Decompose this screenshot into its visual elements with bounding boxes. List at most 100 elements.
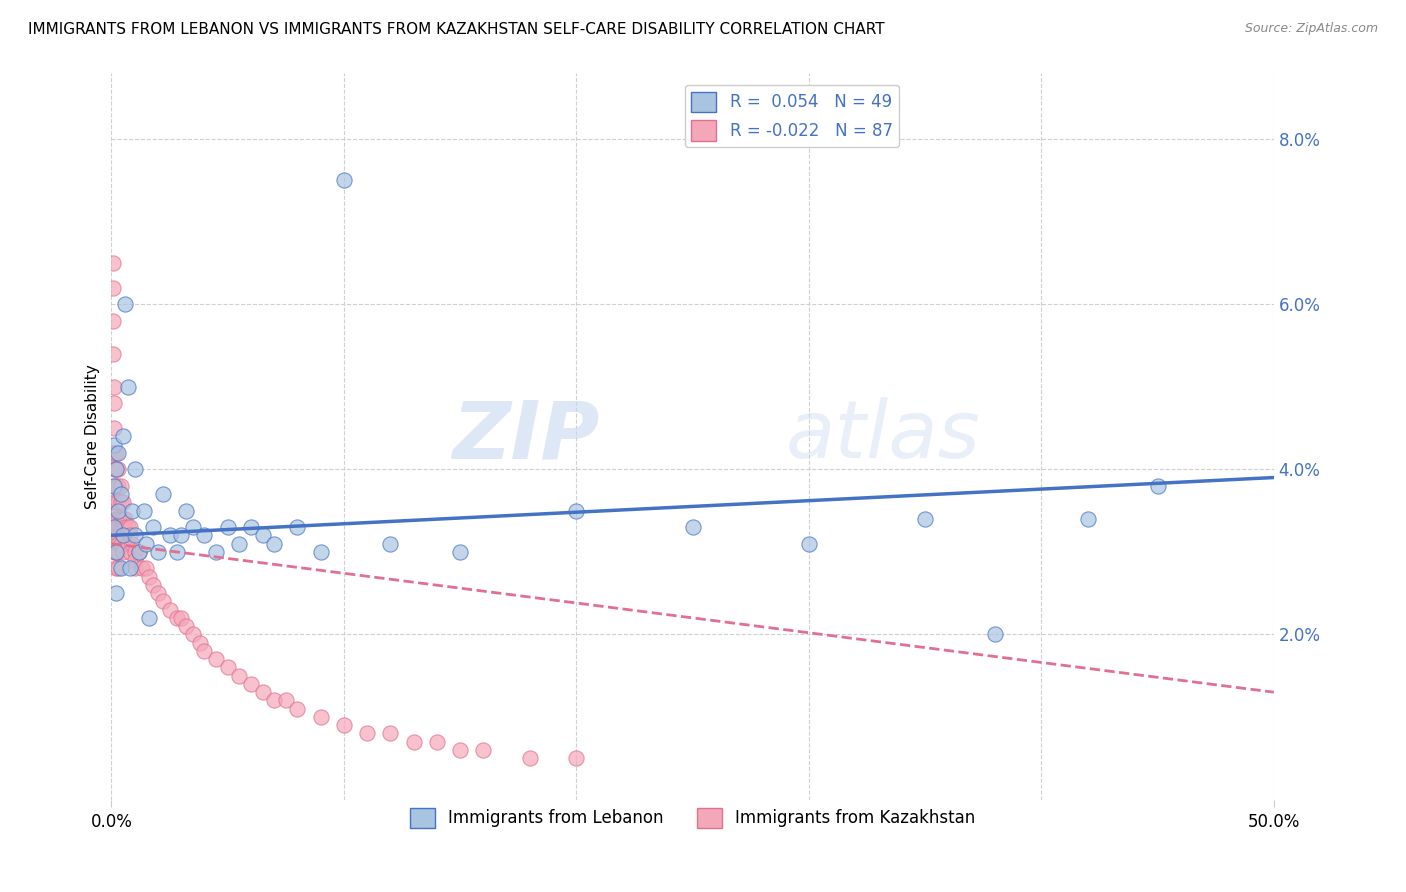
Point — [112, 512, 135, 526]
Point — [103, 396, 125, 410]
Point — [103, 495, 125, 509]
Point — [152, 594, 174, 608]
Point — [217, 520, 239, 534]
Point — [110, 512, 132, 526]
Point — [121, 536, 143, 550]
Point — [166, 611, 188, 625]
Point — [205, 545, 228, 559]
Point — [159, 528, 181, 542]
Point — [228, 668, 250, 682]
Point — [117, 380, 139, 394]
Point — [228, 536, 250, 550]
Point — [101, 347, 124, 361]
Point — [174, 503, 197, 517]
Point — [107, 561, 129, 575]
Point — [112, 495, 135, 509]
Point — [114, 512, 136, 526]
Point — [402, 735, 425, 749]
Point — [103, 479, 125, 493]
Point — [118, 528, 141, 542]
Point — [449, 743, 471, 757]
Point — [309, 710, 332, 724]
Point — [239, 677, 262, 691]
Point — [118, 545, 141, 559]
Point — [117, 520, 139, 534]
Point — [107, 528, 129, 542]
Point — [103, 421, 125, 435]
Point — [105, 545, 128, 559]
Point — [193, 528, 215, 542]
Point — [146, 545, 169, 559]
Point — [107, 462, 129, 476]
Point — [124, 545, 146, 559]
Point — [103, 520, 125, 534]
Point — [105, 446, 128, 460]
Point — [131, 561, 153, 575]
Point — [128, 545, 150, 559]
Point — [217, 660, 239, 674]
Point — [138, 611, 160, 625]
Point — [449, 545, 471, 559]
Point — [105, 462, 128, 476]
Point — [252, 528, 274, 542]
Point — [107, 503, 129, 517]
Point — [181, 520, 204, 534]
Point — [118, 520, 141, 534]
Point — [682, 520, 704, 534]
Point — [105, 520, 128, 534]
Point — [110, 520, 132, 534]
Point — [107, 545, 129, 559]
Point — [239, 520, 262, 534]
Point — [107, 536, 129, 550]
Point — [112, 429, 135, 443]
Point — [132, 503, 155, 517]
Text: IMMIGRANTS FROM LEBANON VS IMMIGRANTS FROM KAZAKHSTAN SELF-CARE DISABILITY CORRE: IMMIGRANTS FROM LEBANON VS IMMIGRANTS FR… — [28, 22, 884, 37]
Point — [142, 578, 165, 592]
Point — [103, 520, 125, 534]
Point — [114, 297, 136, 311]
Point — [287, 520, 309, 534]
Point — [117, 536, 139, 550]
Point — [110, 487, 132, 501]
Legend: Immigrants from Lebanon, Immigrants from Kazakhstan: Immigrants from Lebanon, Immigrants from… — [404, 801, 983, 835]
Point — [105, 545, 128, 559]
Point — [565, 751, 588, 765]
Point — [103, 462, 125, 476]
Point — [128, 545, 150, 559]
Point — [103, 446, 125, 460]
Point — [110, 479, 132, 493]
Point — [138, 569, 160, 583]
Point — [112, 528, 135, 542]
Point — [124, 553, 146, 567]
Point — [124, 462, 146, 476]
Point — [274, 693, 297, 707]
Point — [103, 380, 125, 394]
Point — [105, 512, 128, 526]
Point — [356, 726, 378, 740]
Point — [380, 726, 402, 740]
Point — [105, 495, 128, 509]
Point — [263, 693, 285, 707]
Point — [112, 528, 135, 542]
Point — [101, 256, 124, 270]
Point — [118, 561, 141, 575]
Point — [112, 520, 135, 534]
Point — [107, 520, 129, 534]
Point — [472, 743, 495, 757]
Point — [166, 545, 188, 559]
Y-axis label: Self-Care Disability: Self-Care Disability — [86, 364, 100, 508]
Point — [105, 479, 128, 493]
Point — [152, 487, 174, 501]
Point — [107, 446, 129, 460]
Point — [101, 280, 124, 294]
Point — [107, 495, 129, 509]
Point — [121, 503, 143, 517]
Point — [114, 520, 136, 534]
Point — [193, 644, 215, 658]
Point — [107, 512, 129, 526]
Point — [309, 545, 332, 559]
Point — [103, 437, 125, 451]
Point — [107, 479, 129, 493]
Point — [105, 462, 128, 476]
Text: ZIP: ZIP — [453, 397, 599, 475]
